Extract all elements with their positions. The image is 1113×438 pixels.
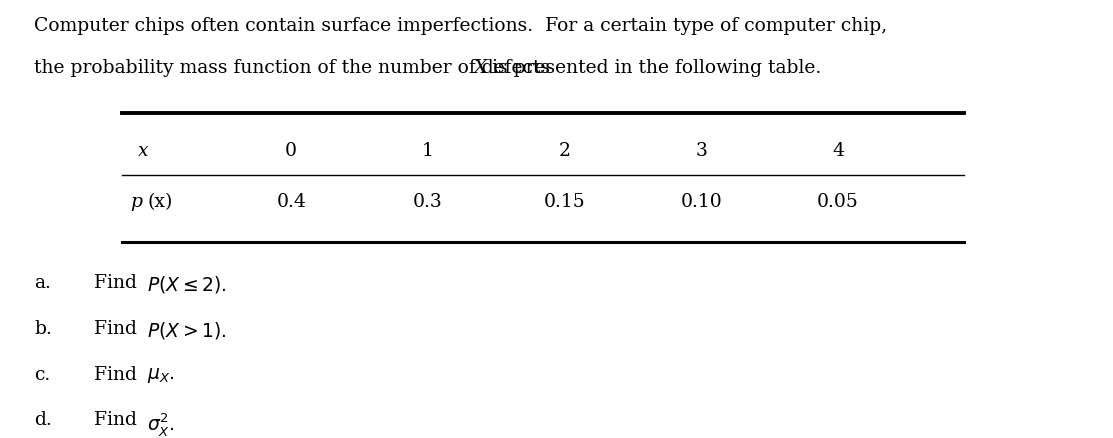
- Text: 3: 3: [696, 141, 707, 160]
- Text: Find: Find: [95, 274, 144, 292]
- Text: (x): (x): [148, 194, 174, 212]
- Text: $P(X > 1).$: $P(X > 1).$: [147, 320, 226, 341]
- Text: c.: c.: [35, 366, 50, 384]
- Text: 0.3: 0.3: [413, 194, 443, 212]
- Text: is presented in the following table.: is presented in the following table.: [486, 59, 821, 77]
- Text: $\sigma_X^2.$: $\sigma_X^2.$: [147, 411, 175, 438]
- Text: 0.05: 0.05: [817, 194, 859, 212]
- Text: x: x: [138, 141, 149, 160]
- Text: p: p: [130, 194, 142, 212]
- Text: Find: Find: [95, 366, 144, 384]
- Text: Find: Find: [95, 411, 144, 429]
- Text: $\mu_X.$: $\mu_X.$: [147, 366, 175, 385]
- Text: 2: 2: [559, 141, 571, 160]
- Text: b.: b.: [35, 320, 52, 338]
- Text: Computer chips often contain surface imperfections.  For a certain type of compu: Computer chips often contain surface imp…: [35, 18, 887, 35]
- Text: 0.15: 0.15: [544, 194, 585, 212]
- Text: d.: d.: [35, 411, 52, 429]
- Text: a.: a.: [35, 274, 51, 292]
- Text: Find: Find: [95, 320, 144, 338]
- Text: the probability mass function of the number of defects: the probability mass function of the num…: [35, 59, 556, 77]
- Text: X: X: [473, 59, 486, 77]
- Text: 0.4: 0.4: [276, 194, 306, 212]
- Text: 0: 0: [285, 141, 297, 160]
- Text: 1: 1: [422, 141, 434, 160]
- Text: 4: 4: [833, 141, 844, 160]
- Text: $P(X \leq 2).$: $P(X \leq 2).$: [147, 274, 226, 295]
- Text: 0.10: 0.10: [680, 194, 722, 212]
